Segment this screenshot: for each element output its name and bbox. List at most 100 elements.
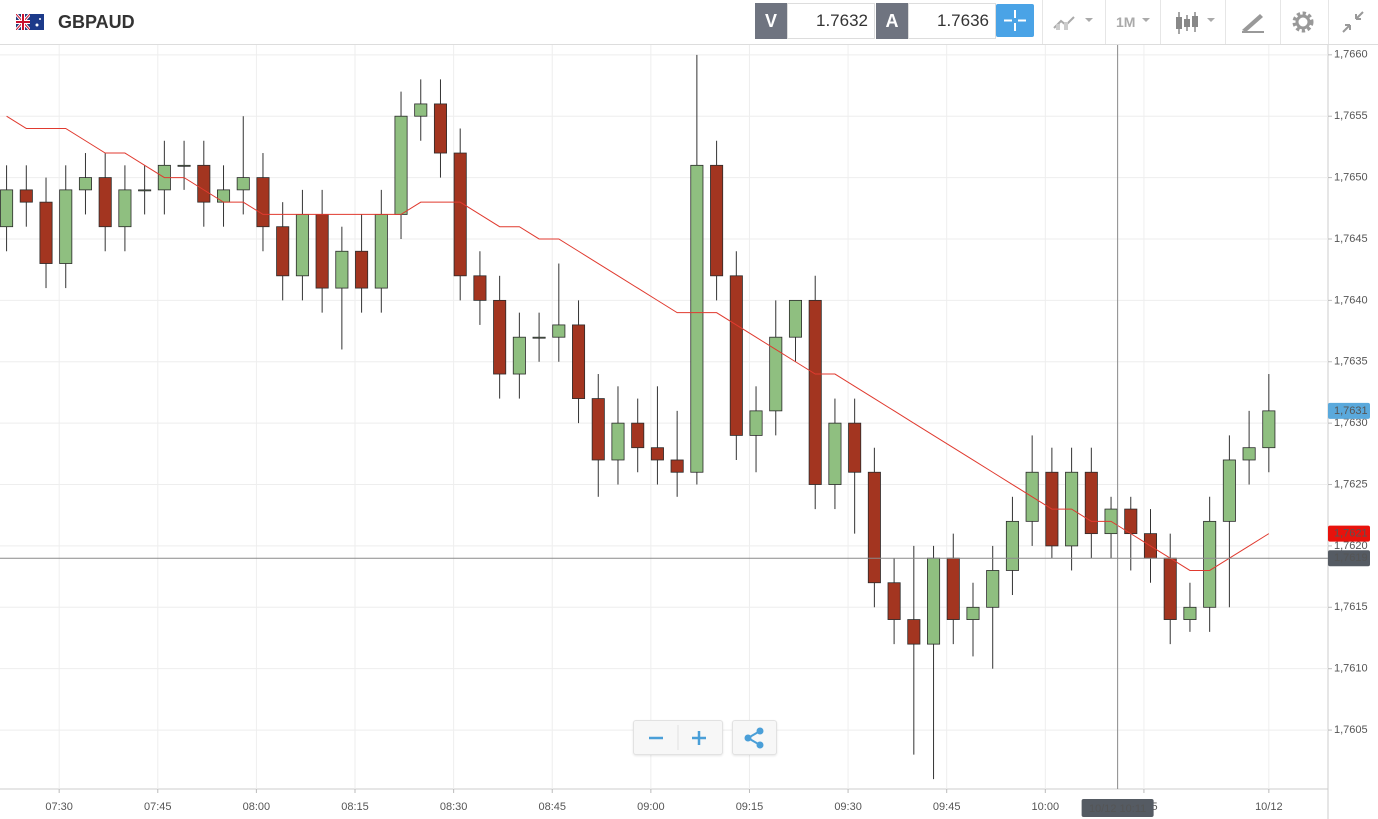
candle-body [197,164,211,203]
zoom-controls [633,720,723,755]
y-tick-label: 1,7640 [1334,294,1368,306]
candle-body [591,398,605,461]
candle-body [631,422,645,449]
candle-body [1124,508,1138,535]
candle-body [828,422,842,485]
x-tick-label: 07:45 [144,801,172,813]
candle-body [414,103,428,117]
crosshair-y-box [1328,550,1370,567]
candle-body [788,299,802,338]
crosshair-x-label: 10/12 10:11 [1089,803,1146,815]
ma-price-label: 1,7621 [1334,528,1368,540]
flag [16,14,44,30]
y-tick-label: 1,7610 [1334,663,1368,675]
zoom-in[interactable] [692,731,706,745]
x-tick-label: 08:45 [538,801,566,813]
x-tick-label: 08:30 [440,801,468,813]
plot-area [0,45,1328,789]
candle-body [138,189,152,192]
buy-label[interactable]: A [876,3,908,39]
draw-tool[interactable] [1240,10,1266,34]
y-tick-label: 1,7645 [1334,233,1368,245]
candle-body [532,336,546,339]
candle-body [315,214,329,289]
candle-body [729,275,743,436]
candle-body [808,299,822,485]
candle-body [1163,557,1177,620]
candle-body [217,189,231,203]
candle-body [276,226,290,277]
candle-body [907,619,921,645]
crosshair-y-label: 1,7619 [1334,552,1368,564]
y-tick-label: 1,7625 [1334,478,1368,490]
candle-body [966,606,980,620]
y-tick-label: 1,7650 [1334,172,1368,184]
timeframe-caret[interactable] [1140,12,1154,32]
candle-body [1005,520,1019,571]
candle-body [0,189,14,228]
candle-body [236,177,250,191]
candle-body [927,557,941,645]
y-tick-label: 1,7615 [1334,601,1368,613]
x-tick-label: 08:15 [341,801,369,813]
candle-body [355,250,369,289]
last-price-label: 1,7631 [1334,405,1368,417]
crosshair-button[interactable] [996,4,1034,37]
x-tick-label: 10/12 [1255,801,1283,813]
sell-price[interactable]: 1.7632 [787,3,875,39]
candle-body [256,177,270,228]
last-price-box [1328,402,1370,419]
x-tick-label: 09:30 [834,801,862,813]
ma-price-box [1328,525,1370,542]
y-tick-label: 1,7630 [1334,417,1368,429]
settings[interactable] [1290,9,1316,35]
sell-label[interactable]: V [755,3,787,39]
candle-body [710,164,724,277]
x-tick-label: 09:00 [637,801,665,813]
y-tick-label: 1,7620 [1334,540,1368,552]
candle-body [118,189,132,228]
candle-body [453,152,467,277]
candle-body [887,582,901,620]
candle-body [986,570,1000,608]
candle-body [295,214,309,277]
candle-body [946,557,960,620]
candle-body [552,324,566,338]
candle-body [59,189,73,264]
y-tick-label: 1,7635 [1334,356,1368,368]
candle-body [769,336,783,412]
candle-body [1262,410,1276,449]
candle-body [473,275,487,301]
candle-body [374,214,388,289]
toolbar: GBPAUD V 1.7632 A 1.7636 1M [0,0,1378,45]
chart-type-menu[interactable] [1174,10,1220,36]
candle-body [78,177,92,191]
y-tick-label: 1,7655 [1334,110,1368,122]
candle-body [611,422,625,461]
candle-body [98,177,112,228]
x-tick-label: 09:45 [933,801,961,813]
timeframe[interactable]: 1M [1116,14,1136,30]
candle-body [1183,606,1197,620]
x-tick-label: 09:15 [736,801,764,813]
moving-average [6,115,1270,571]
candle-body [394,115,408,215]
crosshair-x-box [1081,799,1154,817]
candle-body [512,336,526,375]
candle-body [690,164,704,473]
candle-body [749,410,763,436]
share-button[interactable] [732,720,777,755]
collapse[interactable] [1340,9,1366,35]
x-tick-label: 10:00 [1032,801,1060,813]
zoom-icons [649,725,706,750]
x-tick-label: 08:00 [243,801,271,813]
buy-price[interactable]: 1.7636 [908,3,996,39]
candle-body [1242,447,1256,461]
x-tick-label: 07:30 [45,801,73,813]
indicator-menu[interactable] [1052,12,1098,32]
candle-body [177,164,191,167]
y-tick-label: 1,7605 [1334,724,1368,736]
candle-body [1203,520,1217,608]
